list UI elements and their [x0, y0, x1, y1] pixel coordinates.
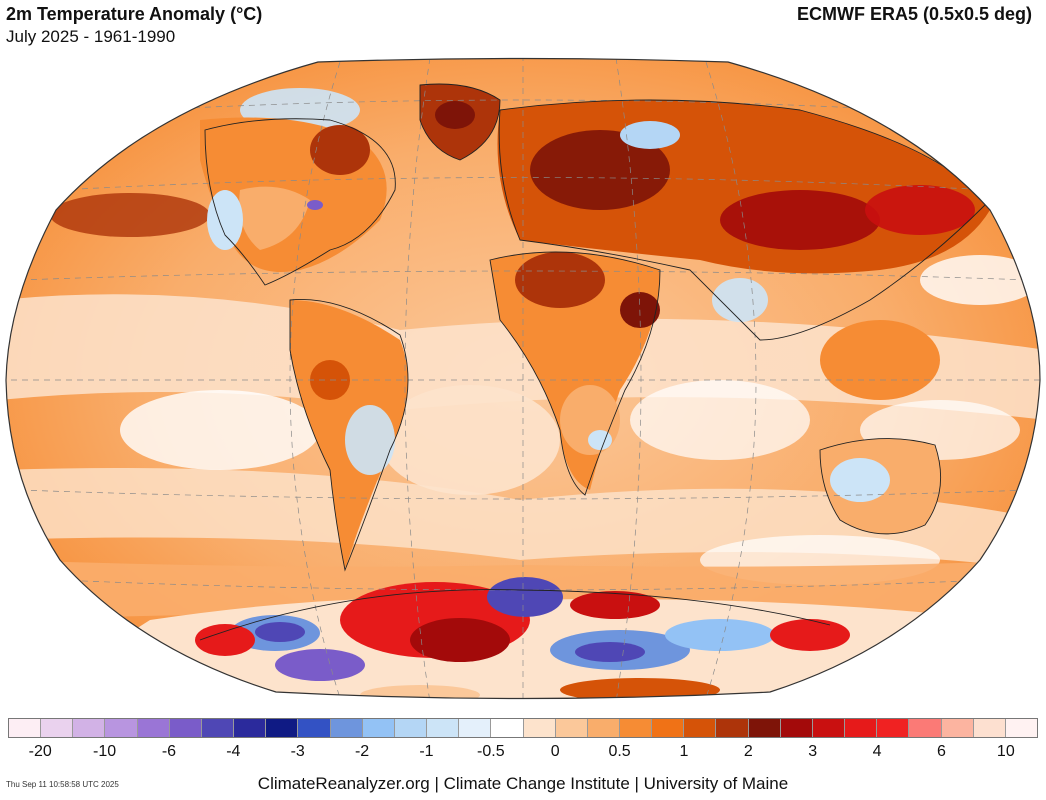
map-subtitle: July 2025 - 1961-1990 — [6, 27, 176, 46]
colorbar-swatch — [587, 719, 620, 737]
colorbar-swatch — [523, 719, 556, 737]
colorbar-swatch — [619, 719, 653, 737]
colorbar-swatch — [973, 719, 1006, 737]
colorbar-tick-label: -0.5 — [477, 743, 505, 760]
colorbar-swatch — [491, 719, 524, 737]
colorbar-swatch — [1005, 719, 1037, 737]
colorbar-swatch — [201, 719, 235, 737]
graticule — [6, 58, 1040, 699]
colorbar-tick-label: 0.5 — [608, 743, 631, 760]
map-field — [6, 58, 1040, 699]
colorbar-swatch — [845, 719, 878, 737]
colorbar-tick-label: -2 — [354, 743, 370, 760]
colorbar-tick-label: 4 — [872, 743, 882, 760]
colorbar-swatch — [716, 719, 749, 737]
world-anomaly-map — [5, 57, 1041, 700]
colorbar-swatch — [652, 719, 685, 737]
colorbar-swatch — [266, 719, 299, 737]
colorbar-swatch — [298, 719, 331, 737]
colorbar-swatch — [459, 719, 492, 737]
timestamp: Thu Sep 11 10:58:58 UTC 2025 — [6, 780, 119, 789]
colorbar-swatch — [909, 719, 942, 737]
colorbar-tick-label: 6 — [936, 743, 946, 760]
credit-footer: ClimateReanalyzer.org | Climate Change I… — [257, 774, 789, 793]
colorbar-swatch — [330, 719, 363, 737]
colorbar-tick-label: 1 — [679, 743, 689, 760]
colorbar-tick-label: -3 — [290, 743, 305, 760]
colorbar-swatch — [684, 719, 717, 737]
colorbar-tick-label: 10 — [996, 743, 1015, 760]
colorbar-swatch — [169, 719, 202, 737]
colorbar-tick-label: 3 — [808, 743, 818, 760]
coastlines — [199, 83, 986, 641]
colorbar-tick-label: -20 — [28, 743, 52, 760]
colorbar-swatch — [780, 719, 813, 737]
colorbar-swatch — [555, 719, 588, 737]
map-title: 2m Temperature Anomaly (°C) — [6, 4, 263, 24]
colorbar-swatch — [234, 719, 267, 737]
colorbar — [8, 718, 1038, 738]
colorbar-swatch — [748, 719, 781, 737]
colorbar-tick-label: -6 — [161, 743, 177, 760]
colorbar-swatch — [394, 719, 428, 737]
colorbar-swatch — [941, 719, 974, 737]
colorbar-swatch — [41, 719, 74, 737]
colorbar-swatch — [137, 719, 170, 737]
colorbar-swatch — [73, 719, 106, 737]
colorbar-tick-label: -1 — [419, 743, 434, 760]
colorbar-swatch — [812, 719, 846, 737]
colorbar-swatch — [9, 719, 42, 737]
colorbar-tick-label: 2 — [743, 743, 753, 760]
colorbar-swatch — [427, 719, 460, 737]
colorbar-swatch — [362, 719, 395, 737]
colorbar-swatch — [105, 719, 138, 737]
data-source-label: ECMWF ERA5 (0.5x0.5 deg) — [796, 4, 1032, 24]
globe-outline — [5, 57, 1041, 700]
colorbar-tick-label: -4 — [226, 743, 241, 760]
colorbar-swatch — [877, 719, 910, 737]
colorbar-tick-label: -10 — [93, 743, 117, 760]
colorbar-tick-label: 0 — [550, 743, 560, 760]
